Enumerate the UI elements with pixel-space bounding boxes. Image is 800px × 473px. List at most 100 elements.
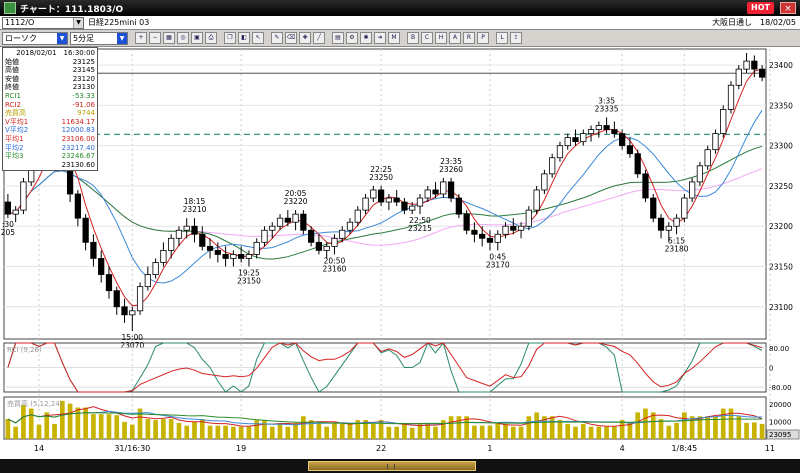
info-value: 23125	[72, 57, 95, 66]
close-button[interactable]: ×	[780, 2, 796, 14]
color-icon[interactable]: ◧	[238, 32, 250, 44]
chart-type-value: ローソク	[5, 33, 37, 43]
chevron-down-icon[interactable]: ▼	[57, 32, 67, 44]
volume-bar	[59, 400, 65, 439]
info-label: V平均2	[5, 126, 29, 135]
cross-icon[interactable]: ✚	[299, 32, 311, 44]
log-icon[interactable]: L	[496, 32, 508, 44]
candle-body	[696, 165, 704, 183]
price-tick-label: 23350	[769, 101, 793, 110]
annotation-price: 23335	[595, 104, 619, 113]
vol-ma3-line	[7, 412, 763, 425]
print-icon[interactable]: ⎙	[205, 32, 217, 44]
candle-body	[129, 310, 136, 316]
info-label: 安値	[5, 74, 19, 83]
candle-body	[572, 137, 579, 143]
zoom-fit-icon[interactable]: ▣	[191, 32, 203, 44]
candle-body	[611, 129, 618, 134]
zoom-out-icon[interactable]: −	[149, 32, 161, 44]
candle-body	[758, 68, 766, 78]
chart-svg[interactable]: 14 31/16:30 19 22 1 4 1/8:45 112310023150232002…	[0, 47, 800, 459]
lock-icon[interactable]: ▤	[332, 32, 344, 44]
copy-icon[interactable]: ❐	[224, 32, 236, 44]
info-value: 23246.67	[61, 152, 95, 161]
info-label: RCI2	[5, 100, 21, 109]
candle-body	[377, 189, 385, 203]
volume-bar	[347, 423, 353, 439]
volume-bar	[658, 419, 664, 439]
candle-body	[681, 197, 688, 219]
erase-icon[interactable]: ⌫	[285, 32, 297, 44]
zoom-reset-icon[interactable]: ◎	[177, 32, 189, 44]
info-label: 終値	[5, 83, 19, 92]
arrow-icon[interactable]: ➜	[374, 32, 386, 44]
chart-type-select[interactable]: ローソク ▼	[2, 31, 68, 45]
candle-body	[440, 181, 447, 195]
info-label: 平均3	[5, 152, 24, 161]
annotation-price: 23250	[369, 173, 393, 182]
sma-icon[interactable]: M	[388, 32, 400, 44]
pointer-icon[interactable]: ↖	[252, 32, 264, 44]
candle-body	[735, 68, 742, 86]
info-value: 23217.40	[61, 143, 95, 152]
x-tick-label: 14	[34, 444, 44, 453]
candle-body	[136, 286, 144, 312]
scrollbar-thumb[interactable]	[308, 461, 476, 471]
volume-bar	[44, 412, 50, 439]
chevron-down-icon[interactable]: ▼	[117, 32, 127, 44]
volume-bar	[301, 416, 306, 439]
hot-badge[interactable]: HOT	[747, 2, 774, 14]
grid-icon[interactable]: ▦	[163, 32, 175, 44]
interval-select[interactable]: 5分足 ▼	[70, 31, 128, 45]
atr-icon[interactable]: A	[449, 32, 461, 44]
info-row: 23130.60	[5, 161, 95, 170]
candle-body	[455, 197, 462, 215]
price-tick-label: 23250	[769, 182, 793, 191]
candle-body	[346, 221, 354, 231]
volume-bar	[448, 416, 454, 439]
chevron-down-icon[interactable]: ▼	[73, 17, 83, 28]
mac-icon[interactable]: C	[421, 32, 433, 44]
volume-bar	[21, 404, 26, 439]
volume-bar	[588, 426, 594, 439]
candle-body	[385, 197, 393, 203]
draw-icon[interactable]: ✎	[271, 32, 283, 44]
annotation-time: 22:50	[409, 216, 431, 225]
volume-bar	[371, 423, 376, 439]
annotation-time: 5:15	[668, 236, 685, 245]
volume-bar	[277, 423, 283, 439]
candle-body	[98, 258, 105, 275]
settings-icon[interactable]: ⚙	[346, 32, 358, 44]
volume-bar	[689, 416, 695, 439]
volume-bar	[91, 414, 96, 439]
psy-icon[interactable]: P	[477, 32, 489, 44]
annotation-time: 23:35	[440, 157, 462, 166]
candle-body	[549, 157, 556, 175]
rsi-icon[interactable]: R	[463, 32, 475, 44]
rci-label: RCI (9,26)	[7, 346, 42, 354]
candle-body	[105, 274, 113, 292]
ma2-line	[7, 109, 763, 284]
candle-body	[339, 229, 346, 239]
style-icon[interactable]: ✱	[360, 32, 372, 44]
trend-icon[interactable]: ╱	[313, 32, 325, 44]
volume-bar	[744, 422, 749, 439]
hl-icon[interactable]: H	[435, 32, 447, 44]
chart-area[interactable]: 14 31/16:30 19 22 1 4 1/8:45 11 23100 23150 23200 2…	[0, 47, 800, 459]
zoom-in-icon[interactable]: +	[135, 32, 147, 44]
price-tick-label: 23150	[769, 263, 793, 272]
candle-body	[424, 189, 431, 199]
candle-body	[642, 173, 649, 199]
volume-bar	[145, 419, 151, 439]
candle-body	[323, 245, 330, 251]
volume-bar	[262, 420, 267, 439]
symbol-select[interactable]: 1112/O ▼	[2, 16, 84, 29]
info-value: 23145	[72, 66, 95, 75]
candle-body	[525, 209, 532, 227]
bb-icon[interactable]: B	[407, 32, 419, 44]
candle-body	[587, 129, 595, 134]
export-icon[interactable]: ⇪	[510, 32, 522, 44]
candle-body	[276, 217, 284, 227]
horizontal-scrollbar[interactable]	[0, 459, 800, 473]
volume-bar	[472, 425, 477, 439]
